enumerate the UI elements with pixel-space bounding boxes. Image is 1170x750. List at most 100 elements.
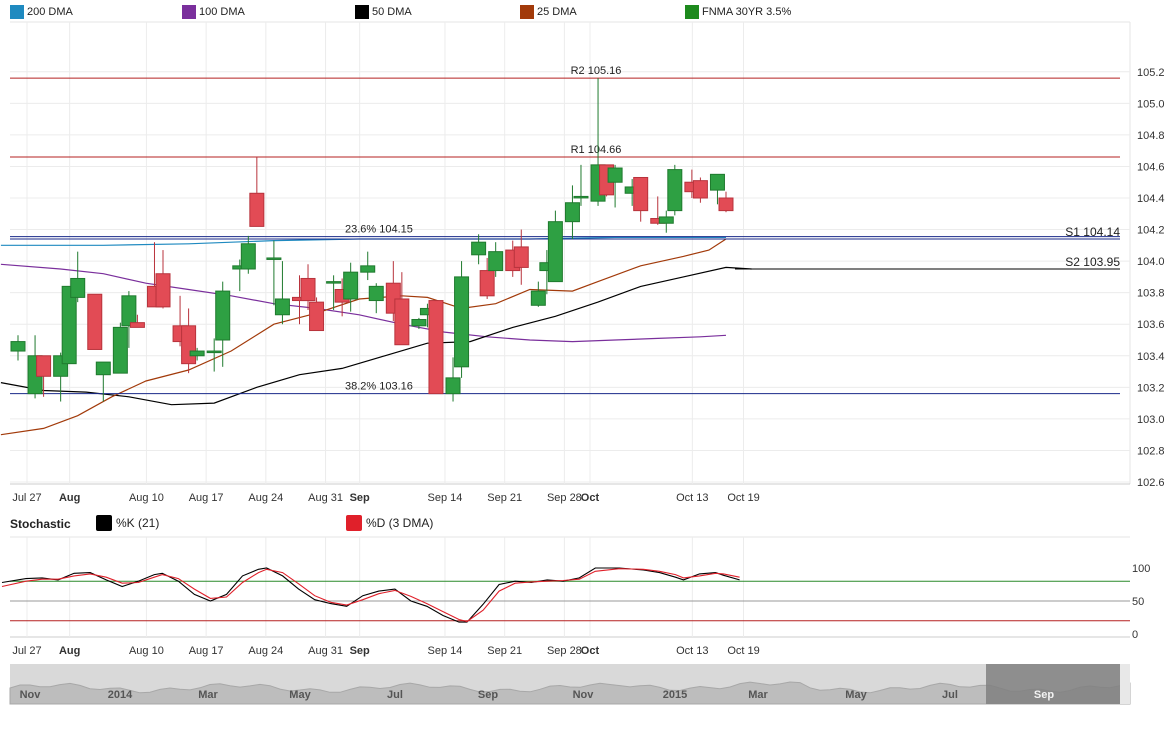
- pivot-label: R2 105.16: [571, 65, 622, 77]
- candle-body: [445, 377, 461, 395]
- stoch-label-k: %K (21): [116, 516, 160, 530]
- navigator-labels: Nov 2014 Mar May Jul Sep Nov 2015 Mar May Jul Sep: [20, 689, 1055, 701]
- candle-body: [112, 326, 128, 374]
- price-x-tick-label: Aug 17: [189, 492, 224, 504]
- navigator-label: Sep: [1034, 689, 1054, 701]
- stoch-y-tick-label: 100: [1132, 563, 1150, 575]
- navigator-label: Nov: [573, 689, 595, 701]
- price-y-tick-label: 103.6: [1137, 319, 1165, 331]
- legend-item-200-dma[interactable]: 200 DMA: [10, 5, 73, 19]
- candle-body: [10, 341, 26, 352]
- price-y-tick-label: 104.2: [1137, 225, 1165, 237]
- stoch-y-tick-label: 50: [1132, 596, 1144, 608]
- legend-label-200-dma: 200 DMA: [27, 6, 73, 18]
- stoch-x-tick-label: Aug 24: [248, 645, 283, 657]
- legend-label-50-dma: 50 DMA: [372, 6, 412, 18]
- candle-body: [428, 300, 444, 395]
- price-grid: [10, 22, 1130, 484]
- pivot-label: S2 103.95: [1065, 255, 1120, 269]
- stoch-x-tick-label: Aug: [59, 645, 80, 657]
- candle-body: [70, 277, 86, 298]
- legend-item-100-dma[interactable]: 100 DMA: [182, 5, 245, 19]
- stochastic-line: [1, 567, 740, 623]
- price-x-tick-label: Sep 14: [428, 492, 463, 504]
- candle-body: [189, 350, 205, 357]
- candle-body: [181, 325, 197, 365]
- legend-swatch-50-dma: [355, 5, 369, 19]
- legend-item-25-dma[interactable]: 25 DMA: [520, 5, 577, 19]
- candle-body: [709, 173, 725, 191]
- stoch-x-tick-label: Jul 27: [12, 645, 41, 657]
- stoch-x-axis-labels: Jul 27 Aug Aug 10 Aug 17 Aug 24 Aug 31 Sep Sep …: [12, 645, 759, 657]
- navigator-label: Mar: [748, 689, 768, 701]
- legend-swatch-fnma: [685, 5, 699, 19]
- navigator-selected-range[interactable]: [986, 664, 1120, 704]
- legend-item-50-dma[interactable]: 50 DMA: [355, 5, 412, 19]
- navigator-right-gap: [1120, 664, 1130, 704]
- stoch-x-tick-label: Sep 21: [487, 645, 522, 657]
- price-y-tick-label: 105.0: [1137, 98, 1165, 110]
- candle-body: [249, 192, 265, 227]
- candle-body: [633, 176, 649, 212]
- candle-body: [266, 257, 282, 260]
- stochastic-title: Stochastic: [10, 517, 71, 531]
- navigator-label: Nov: [20, 689, 42, 701]
- price-y-tick-label: 104.6: [1137, 161, 1165, 173]
- candle-body: [488, 251, 504, 272]
- stoch-legend-item-d[interactable]: %D (3 DMA): [346, 515, 433, 531]
- pivot-label: 38.2% 103.16: [345, 381, 413, 393]
- stoch-label-d: %D (3 DMA): [366, 516, 434, 530]
- legend-label-fnma: FNMA 30YR 3.5%: [702, 6, 792, 18]
- navigator-label: Sep: [478, 689, 498, 701]
- stoch-x-tick-label: Aug 31: [308, 645, 343, 657]
- candle-body: [343, 271, 359, 300]
- candle-body: [326, 281, 342, 284]
- price-x-tick-label: Jul 27: [12, 492, 41, 504]
- candle-body: [718, 197, 734, 212]
- candle-body: [215, 290, 231, 341]
- pivot-lines: R2 105.16 R1 104.66 23.6% 104.15 38.2% 103.…: [10, 65, 1120, 395]
- pivot-label: 23.6% 104.15: [345, 224, 413, 236]
- price-legend: 200 DMA 100 DMA 50 DMA 25 DMA FNMA 30YR …: [0, 0, 1170, 24]
- candle-body: [300, 277, 316, 302]
- candle-body: [411, 318, 427, 327]
- candle-body: [36, 355, 52, 377]
- moving-average-line: [0, 263, 727, 343]
- legend-label-100-dma: 100 DMA: [199, 6, 245, 18]
- pivot-label: S1 104.14: [1065, 225, 1120, 239]
- navigator-label: 2014: [108, 689, 133, 701]
- stochastic-legend: Stochastic %K (21) %D (3 DMA): [0, 514, 1170, 534]
- price-x-tick-label: Oct 13: [676, 492, 708, 504]
- price-y-tick-label: 104.0: [1137, 256, 1165, 268]
- candle-body: [121, 295, 137, 327]
- candle-body: [564, 202, 580, 223]
- price-y-tick-label: 103.8: [1137, 288, 1165, 300]
- stoch-x-tick-label: Sep: [350, 645, 370, 657]
- price-y-tick-label: 103.2: [1137, 382, 1165, 394]
- range-navigator[interactable]: Nov 2014 Mar May Jul Sep Nov 2015 Mar May Jul Sep: [9, 664, 1131, 705]
- stoch-x-tick-label: Sep 28: [547, 645, 582, 657]
- candle-body: [368, 285, 384, 302]
- candle-body: [394, 298, 410, 346]
- candle-body: [607, 167, 623, 183]
- legend-label-25-dma: 25 DMA: [537, 6, 577, 18]
- legend-swatch-25-dma: [520, 5, 534, 19]
- legend-item-fnma[interactable]: FNMA 30YR 3.5%: [685, 5, 791, 19]
- price-y-tick-label: 102.8: [1137, 445, 1165, 457]
- stoch-swatch-d: [346, 515, 362, 531]
- price-x-axis-labels: Jul 27 Aug Aug 10 Aug 17 Aug 24 Aug 31 Sep Sep …: [12, 492, 759, 504]
- navigator-label: May: [845, 689, 867, 701]
- candle-body: [479, 270, 495, 297]
- candle-body: [206, 350, 222, 354]
- candlesticks: [10, 78, 734, 402]
- price-y-axis-labels: 102.6 102.8 103.0 103.2 103.4 103.6 103.8 104.0…: [1137, 67, 1165, 489]
- stoch-x-tick-label: Aug 17: [189, 645, 224, 657]
- stoch-y-axis-labels: 0 50 100: [1132, 563, 1150, 641]
- stoch-legend-item-k[interactable]: %K (21): [96, 515, 159, 531]
- candle-body: [513, 246, 529, 268]
- price-x-tick-label: Oct 19: [727, 492, 759, 504]
- candle-body: [274, 298, 290, 316]
- candle-body: [87, 293, 103, 350]
- candle-body: [95, 361, 111, 376]
- price-x-tick-label: Aug 24: [248, 492, 283, 504]
